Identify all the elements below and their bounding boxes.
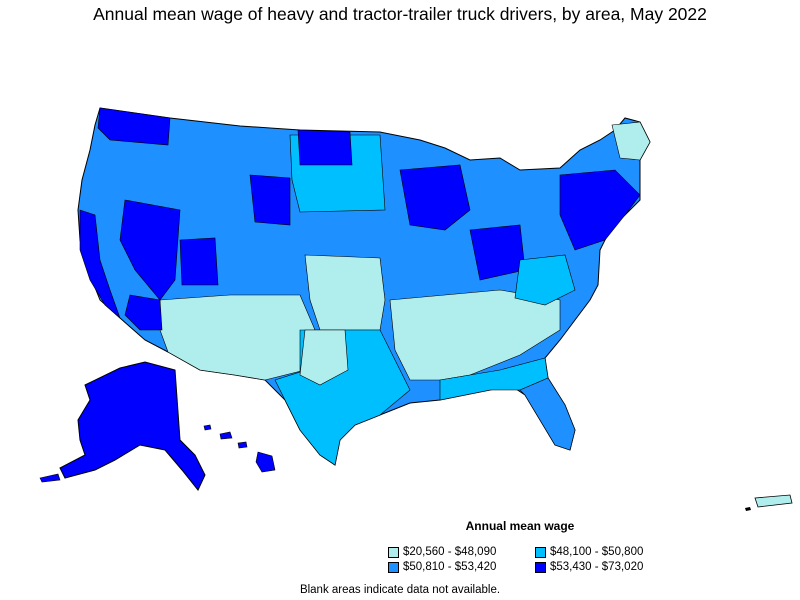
region-aleutians: [39, 473, 61, 483]
legend-swatch-mid-high: [388, 561, 399, 573]
map-title: Annual mean wage of heavy and tractor-tr…: [93, 4, 707, 24]
footnote: Blank areas indicate data not available.: [299, 584, 501, 596]
region-southern-california: [124, 294, 163, 331]
region-california-coast: [79, 209, 121, 319]
region-washington: [97, 107, 171, 146]
region-virgin-islands: [745, 507, 751, 511]
legend-label-mid-low: $48,100 - $50,800: [550, 546, 644, 558]
region-west-texas-low: [299, 329, 349, 386]
legend-swatch-mid-low: [535, 546, 546, 558]
region-plains-low: [304, 254, 386, 331]
region-alaska: [59, 361, 206, 491]
legend-swatch-low: [388, 546, 399, 558]
region-southwest-low: [159, 294, 316, 381]
region-hawaii: [203, 424, 276, 473]
region-northeast: [559, 169, 641, 251]
region-north-dakota: [297, 129, 353, 166]
region-ohio-valley: [469, 224, 526, 281]
region-wyoming: [249, 174, 291, 226]
legend-item-low: $20,560 - $48,090: [388, 546, 496, 558]
legend-label-high: $53,430 - $73,020: [550, 561, 644, 573]
region-great-lakes: [399, 164, 471, 231]
legend-item-mid-low: $48,100 - $50,800: [535, 546, 643, 558]
legend-title: Annual mean wage: [465, 519, 575, 533]
legend-swatch-high: [535, 561, 546, 573]
region-maine: [611, 121, 651, 161]
legend-item-mid-high: $50,810 - $53,420: [388, 561, 496, 573]
legend-item-high: $53,430 - $73,020: [535, 561, 643, 573]
region-utah-colorado: [179, 237, 219, 286]
legend-label-low: $20,560 - $48,090: [403, 546, 497, 558]
region-puerto-rico: [754, 494, 793, 508]
region-florida: [519, 377, 576, 451]
legend-label-mid-high: $50,810 - $53,420: [403, 561, 497, 573]
region-appalachia: [514, 254, 576, 306]
